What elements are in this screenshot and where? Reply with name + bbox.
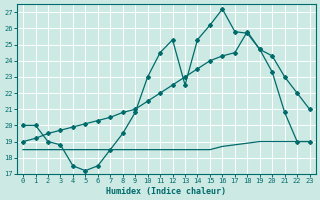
X-axis label: Humidex (Indice chaleur): Humidex (Indice chaleur): [106, 187, 226, 196]
